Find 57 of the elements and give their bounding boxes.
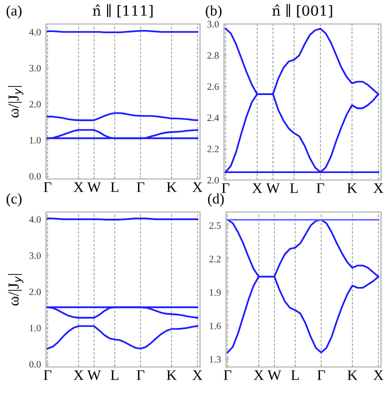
x-tick-label: W <box>87 370 101 380</box>
text: (d) <box>208 193 224 207</box>
y-tick-label: 1.0 <box>30 136 41 144</box>
x-tick-label: X <box>74 370 84 380</box>
y-tick-label: 0.0 <box>29 173 41 180</box>
y-tick-label: 2.2 <box>207 146 219 152</box>
y-tick-label: 4.0 <box>29 28 41 36</box>
x-tick-label: W <box>268 370 282 380</box>
text: (c) <box>6 193 22 207</box>
y-axis-title: ω/|J$_{y}$| <box>8 86 24 118</box>
x-tick-label: L <box>110 370 118 380</box>
y-axis-title: ω/|J$_{y}$| <box>8 274 24 306</box>
y-tick-label: 3.0 <box>29 252 41 259</box>
x-tick-label: Γ <box>222 183 230 193</box>
text: (b) <box>206 5 222 19</box>
x-tick-label: Γ <box>44 182 52 192</box>
y-tick-label: 1.9 <box>210 289 221 296</box>
x-tick-label: W <box>266 183 280 194</box>
y-tick-label: 2.6 <box>207 83 219 90</box>
y-tick-label: 2.8 <box>207 52 219 59</box>
x-tick-label: X <box>254 370 264 380</box>
x-tick-label: X <box>252 183 262 193</box>
x-tick-label: Γ <box>224 370 232 380</box>
y-tick-label: 2.5 <box>209 222 221 229</box>
y-tick-label: 1.6 <box>210 322 221 330</box>
x-tick-label: K <box>347 183 358 193</box>
x-tick-label: X <box>192 182 202 192</box>
x-tick-label: X <box>192 370 202 380</box>
x-tick-label: K <box>166 182 177 192</box>
y-tick-label: 3.0 <box>207 20 219 28</box>
x-tick-label: W <box>87 182 101 192</box>
x-tick-label: L <box>110 182 118 192</box>
x-tick-label: X <box>373 183 384 193</box>
y-tick-label: 0.0 <box>29 361 41 368</box>
x-tick-label: X <box>74 182 84 192</box>
x-tick-label: L <box>290 183 298 193</box>
y-tick-label: 2.0 <box>29 288 41 296</box>
y-tick-label: 4.0 <box>29 216 41 223</box>
y-tick-label: 2.2 <box>209 256 221 262</box>
x-tick-label: Γ <box>44 370 52 380</box>
y-tick-label: 2.0 <box>29 100 41 108</box>
y-tick-label: 3.0 <box>29 64 41 72</box>
y-tick-label: 1.3 <box>210 356 221 363</box>
chart-title: n̂ ∥ [111] <box>92 4 153 18</box>
y-tick-label: 1.0 <box>30 324 41 332</box>
x-tick-label: K <box>166 370 177 380</box>
x-tick-label: Γ <box>316 183 324 193</box>
y-tick-label: 2.0 <box>207 176 219 184</box>
chart-title: n̂ ∥ [001] <box>272 4 332 18</box>
x-tick-label: X <box>373 370 384 380</box>
x-tick-label: L <box>291 370 299 380</box>
x-tick-label: K <box>348 370 358 380</box>
x-tick-label: Γ <box>136 370 144 380</box>
y-tick-label: 2.4 <box>207 114 219 122</box>
text: (a) <box>6 5 22 19</box>
x-tick-label: Γ <box>136 182 144 192</box>
x-tick-label: Γ <box>317 370 325 380</box>
